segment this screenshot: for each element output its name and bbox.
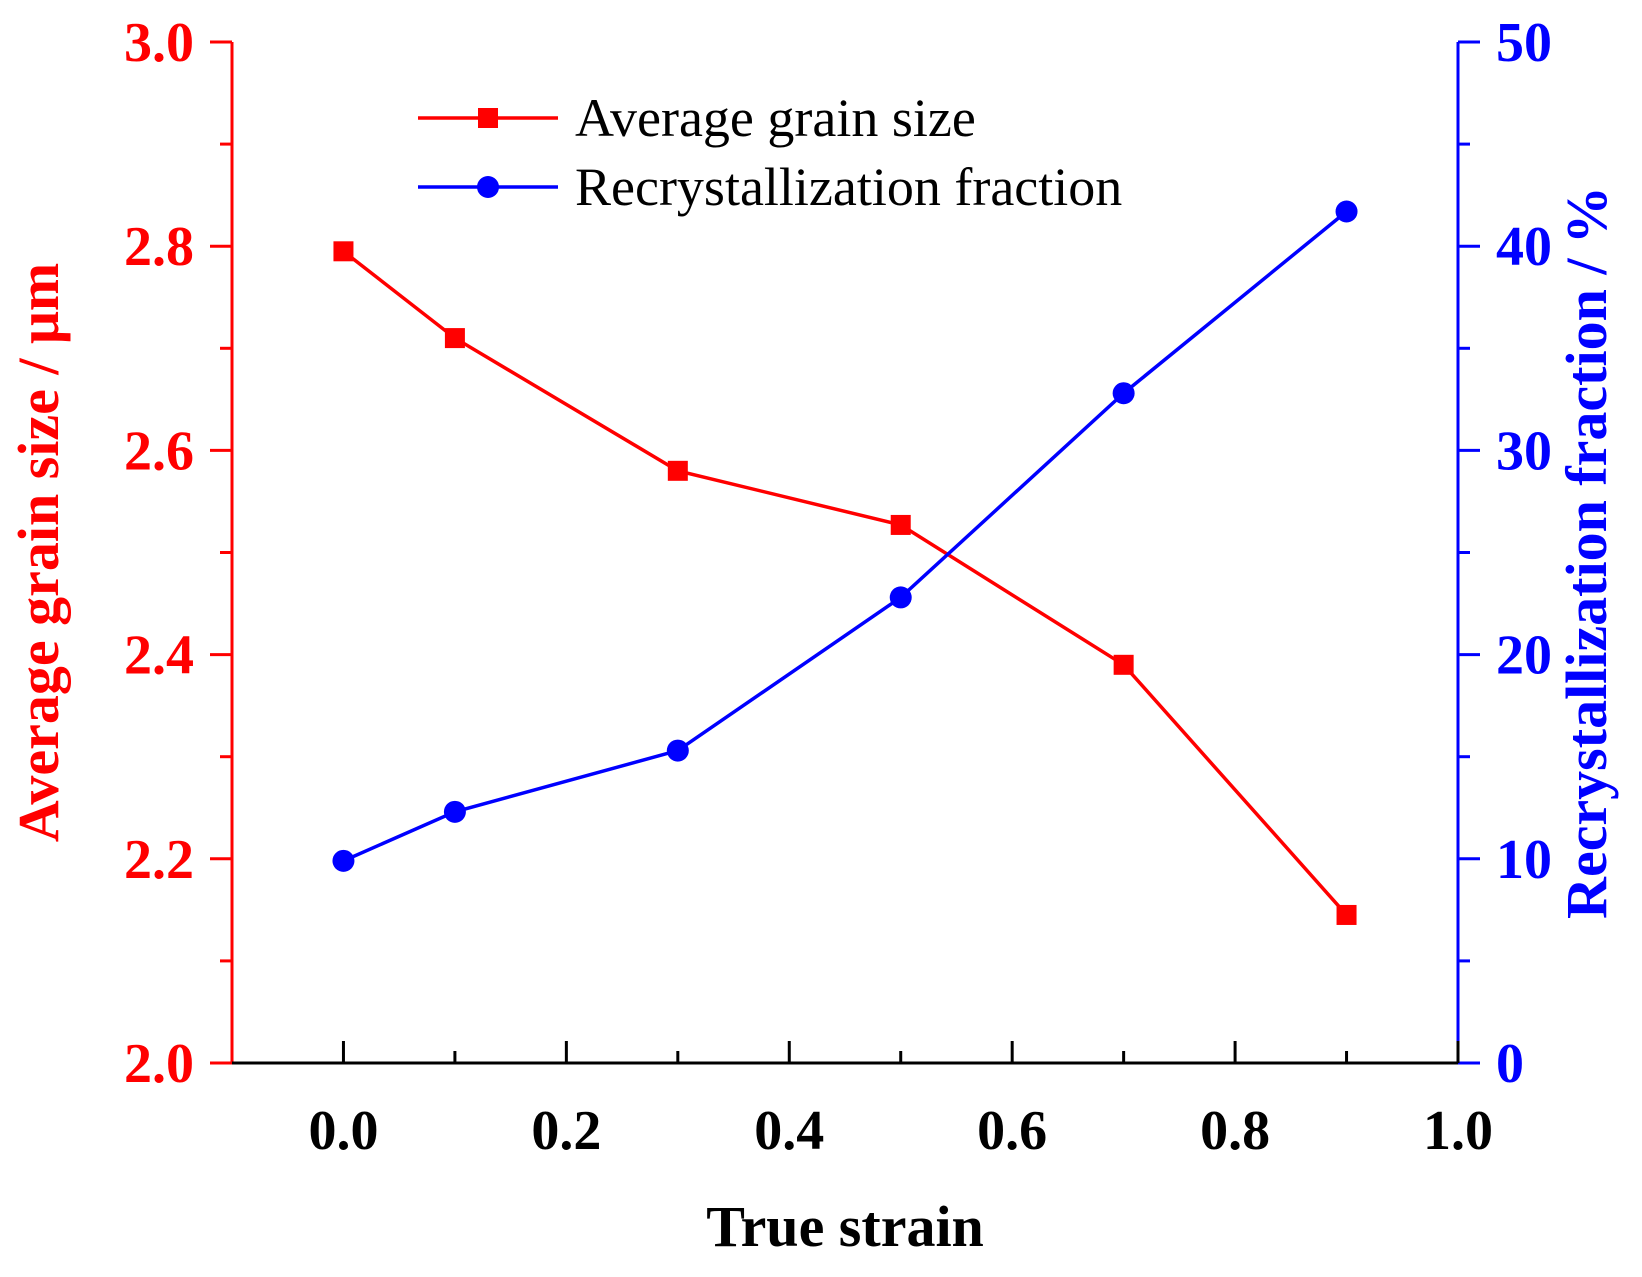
x-tick-label: 0.4 [754,1100,824,1162]
left-y-tick-label: 3.0 [124,12,194,74]
right-y-tick-label: 40 [1496,216,1552,278]
x-tick-label: 0.0 [308,1100,378,1162]
right-y-tick-label: 50 [1496,12,1552,74]
average-grain-size-point [667,460,688,481]
legend-recrystallization-fraction-marker [477,176,499,198]
x-tick-label: 0.2 [531,1100,601,1162]
average-grain-size-point [333,241,354,262]
recrystallization-fraction-point [443,800,466,823]
left-y-tick-label: 2.6 [124,420,194,482]
legend-recrystallization-fraction-label: Recrystallization fraction [575,157,1122,217]
right-y-axis-title: Recrystallization fraction / % [1554,186,1619,919]
average-grain-size-point [890,514,911,535]
x-tick-label: 1.0 [1423,1100,1493,1162]
x-axis-title: True strain [706,1194,984,1259]
legend-average-grain-size-label: Average grain size [575,88,976,148]
right-y-tick-label: 0 [1496,1033,1524,1095]
left-y-tick-label: 2.2 [124,829,194,891]
legend: Average grain size Recrystallization frac… [418,88,1122,217]
left-y-tick-label: 2.4 [124,625,194,687]
average-grain-size-point [1336,904,1357,925]
series-layer [332,200,1358,925]
right-y-tick-label: 20 [1496,625,1552,687]
x-tick-label: 0.8 [1200,1100,1270,1162]
axes-layer: 2.0 2.2 2.4 2.6 2.8 3.0 0 10 20 30 40 50 0.0 0.2 0.4 0.… [124,12,1552,1162]
legend-average-grain-size-marker [478,108,498,128]
left-y-tick-label: 2.8 [124,216,194,278]
recrystallization-fraction-point [1335,200,1358,223]
recrystallization-fraction-point [332,849,355,872]
x-tick-label: 0.6 [977,1100,1047,1162]
left-y-tick-label: 2.0 [124,1033,194,1095]
average-grain-size-point [444,328,465,349]
average-grain-size-line [342,249,1348,917]
right-y-tick-label: 30 [1496,420,1552,482]
average-grain-size-point [1113,654,1134,675]
recrystallization-fraction-point [1112,382,1135,405]
recrystallization-fraction-line [342,210,1348,863]
left-y-axis-title: Average grain size / μm [6,263,71,842]
right-y-tick-label: 10 [1496,829,1552,891]
recrystallization-fraction-point [666,739,689,762]
recrystallization-fraction-point [889,586,912,609]
